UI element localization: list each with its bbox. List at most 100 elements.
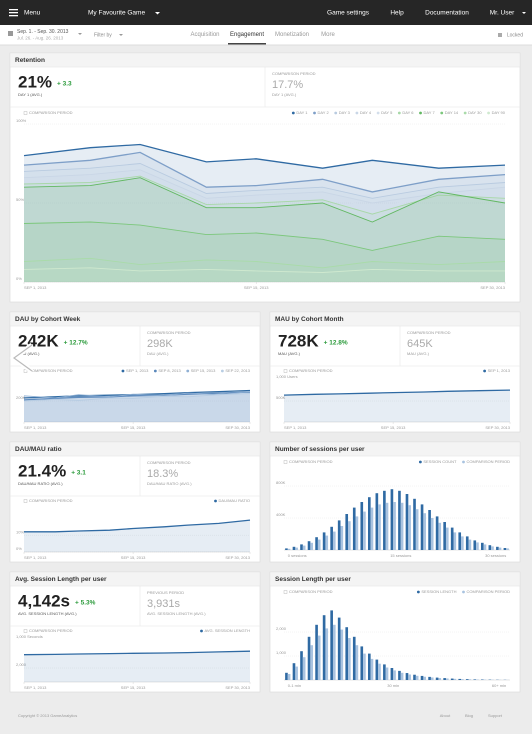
bar [355, 516, 359, 550]
bar [375, 659, 379, 680]
legend-swatch [200, 629, 203, 633]
panel-header [10, 572, 260, 586]
panel-header [270, 572, 520, 586]
x-tick-label: 30 sessions [485, 553, 506, 558]
legend-checkbox[interactable] [23, 629, 28, 633]
menu-icon[interactable] [9, 9, 18, 17]
kpi-value: 21% [18, 72, 52, 91]
x-tick-label: SEP 1, 2013 [24, 285, 47, 290]
locked: Locked [507, 32, 523, 38]
comparison-value: 3,931s [147, 598, 181, 610]
bar [287, 674, 291, 680]
bar [330, 526, 333, 550]
y-tick-label: 10% [16, 529, 24, 534]
game-selector[interactable]: My Favourite Game [88, 10, 145, 17]
nav-tab[interactable]: Monetization [275, 32, 309, 38]
filter-by[interactable]: Filter by [94, 32, 112, 38]
comparison-value: 298K [147, 338, 173, 350]
bar [458, 532, 462, 550]
bar [307, 636, 311, 680]
legend-label: SEP 15, 2013 [191, 368, 216, 373]
legend-checkbox[interactable] [23, 369, 28, 373]
legend-label: DAY 14 [445, 110, 459, 115]
legend-swatch [153, 369, 157, 373]
bar [491, 546, 494, 550]
footer-link[interactable]: About [440, 713, 451, 718]
legend-checkbox[interactable] [23, 499, 28, 503]
nav-tab[interactable]: Acquisition [190, 32, 219, 38]
bar [315, 537, 318, 550]
series-area [24, 391, 250, 422]
legend-swatch [462, 590, 465, 594]
compare-range: Jul. 26. - Aug. 26. 2013 [17, 36, 64, 41]
legend-label: DAU/MAU RATIO [219, 498, 250, 503]
comparison-heading: PREVIOUS PERIOD [147, 590, 184, 595]
legend-checkbox[interactable] [283, 369, 288, 373]
bar [398, 490, 401, 550]
legend-swatch [291, 111, 295, 115]
series-line [23, 267, 505, 273]
bar [363, 511, 366, 550]
menu-label[interactable]: Menu [24, 10, 41, 17]
footer-link[interactable]: Blog [465, 713, 473, 718]
bar [438, 522, 442, 550]
series-line [23, 391, 251, 399]
nav-tab[interactable]: More [321, 32, 335, 38]
series-line [23, 163, 506, 199]
legend-label: SESSION COUNT [423, 459, 457, 464]
legend-label: DAY 5 [381, 110, 393, 115]
bar [390, 668, 394, 680]
legend-checkbox[interactable] [23, 111, 28, 115]
legend-checkbox[interactable] [283, 460, 288, 464]
bar [468, 679, 472, 680]
series-area [24, 651, 250, 682]
bar [302, 657, 306, 680]
nav-link[interactable]: Mr. User [490, 10, 515, 17]
legend-label: SESSION LENGTH [421, 589, 456, 594]
y-tick-label: 100% [16, 118, 27, 123]
y-tick-label: 0% [16, 546, 22, 551]
bar [503, 548, 507, 550]
panel-header [10, 53, 520, 67]
bar [430, 518, 434, 550]
legend-label: DAY 4 [360, 110, 372, 115]
bar [367, 497, 371, 550]
bar [473, 679, 477, 680]
y-tick-label: 1,000 [276, 650, 287, 655]
date-range[interactable]: Sep. 1. - Sep. 30. 2013 [17, 29, 69, 35]
bar [428, 510, 431, 550]
bar [476, 542, 479, 550]
bar [435, 516, 439, 550]
y-tick-label: 0% [16, 276, 22, 281]
legend-title: COMPARISON PERIOD [29, 628, 73, 633]
comparison-value: 17.7% [272, 79, 303, 91]
comparison-label: MAU (AVG.) [407, 351, 430, 356]
bar [405, 673, 409, 680]
x-tick-label: SEP 15, 2013 [381, 425, 406, 430]
panel [269, 311, 521, 433]
legend-swatch [355, 111, 359, 115]
bar [370, 658, 374, 680]
series-area [24, 174, 505, 282]
comparison-label: DAY 1 (AVG.) [272, 92, 297, 97]
x-tick-label: SEP 30, 2013 [225, 425, 250, 430]
nav-link[interactable]: Game settings [327, 10, 370, 17]
top-nav [0, 0, 532, 25]
legend-label: SEP 8, 2013 [158, 368, 181, 373]
panel-header [270, 442, 520, 456]
comparison-label: DAU/MAU RATIO (AVG.) [147, 481, 192, 486]
nav-link[interactable]: Help [390, 10, 404, 17]
nav-tab[interactable]: Engagement [230, 32, 264, 38]
footer-link[interactable]: Support [488, 713, 503, 718]
panel-header [10, 312, 260, 326]
nav-link[interactable]: Documentation [425, 10, 469, 17]
x-tick-label: 15 sessions [390, 553, 411, 558]
legend-label: AVG. SESSION LENGTH [205, 628, 251, 633]
bar [480, 542, 484, 550]
legend-checkbox[interactable] [283, 590, 288, 594]
x-tick-label: SEP 1, 2013 [24, 685, 47, 690]
legend-swatch [419, 111, 422, 115]
panel-title: Number of sessions per user [275, 446, 365, 453]
y-tick-label: 400K [276, 512, 286, 517]
